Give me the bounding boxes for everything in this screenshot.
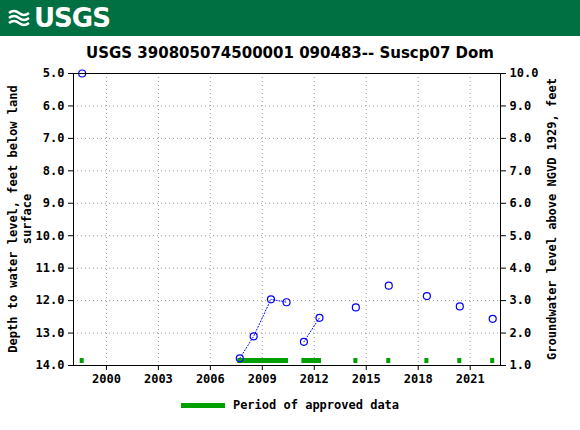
svg-text:6.0: 6.0 — [43, 99, 65, 113]
svg-text:10.0: 10.0 — [510, 66, 539, 80]
svg-text:7.0: 7.0 — [510, 164, 532, 178]
svg-text:2021: 2021 — [456, 372, 485, 386]
html-text:USGS: USGS — [34, 3, 110, 33]
svg-text:7.0: 7.0 — [43, 131, 65, 145]
svg-text:3.0: 3.0 — [510, 293, 532, 307]
svg-text:Groundwater level above NGVD 1: Groundwater level above NGVD 1929, feet — [545, 78, 559, 360]
svg-text:6.0: 6.0 — [510, 196, 532, 210]
svg-text:Depth to water level, feet bel: Depth to water level, feet below landsur… — [6, 85, 34, 352]
svg-text:12.0: 12.0 — [36, 293, 65, 307]
svg-text:2015: 2015 — [352, 372, 381, 386]
svg-text:2012: 2012 — [300, 372, 329, 386]
svg-text:2003: 2003 — [144, 372, 173, 386]
svg-text:9.0: 9.0 — [510, 99, 532, 113]
html-text:Period of approved data: Period of approved data — [232, 398, 400, 412]
svg-text:8.0: 8.0 — [510, 131, 532, 145]
svg-text:2006: 2006 — [196, 372, 225, 386]
svg-text:14.0: 14.0 — [36, 358, 65, 372]
svg-text:5.0: 5.0 — [510, 229, 532, 243]
svg-text:2000: 2000 — [92, 372, 121, 386]
svg-text:13.0: 13.0 — [36, 326, 65, 340]
svg-text:11.0: 11.0 — [36, 261, 65, 275]
svg-text:8.0: 8.0 — [43, 164, 65, 178]
svg-text:4.0: 4.0 — [510, 261, 532, 275]
svg-text:10.0: 10.0 — [36, 229, 65, 243]
svg-text:2018: 2018 — [404, 372, 433, 386]
svg-text:5.0: 5.0 — [43, 66, 65, 80]
svg-text:2.0: 2.0 — [510, 326, 532, 340]
html-text:USGS 390805074500001 090483--: USGS 390805074500001 090483-- Suscp07 Do… — [86, 44, 494, 62]
svg-text:1.0: 1.0 — [510, 358, 532, 372]
svg-text:9.0: 9.0 — [43, 196, 65, 210]
svg-text:2009: 2009 — [248, 372, 277, 386]
